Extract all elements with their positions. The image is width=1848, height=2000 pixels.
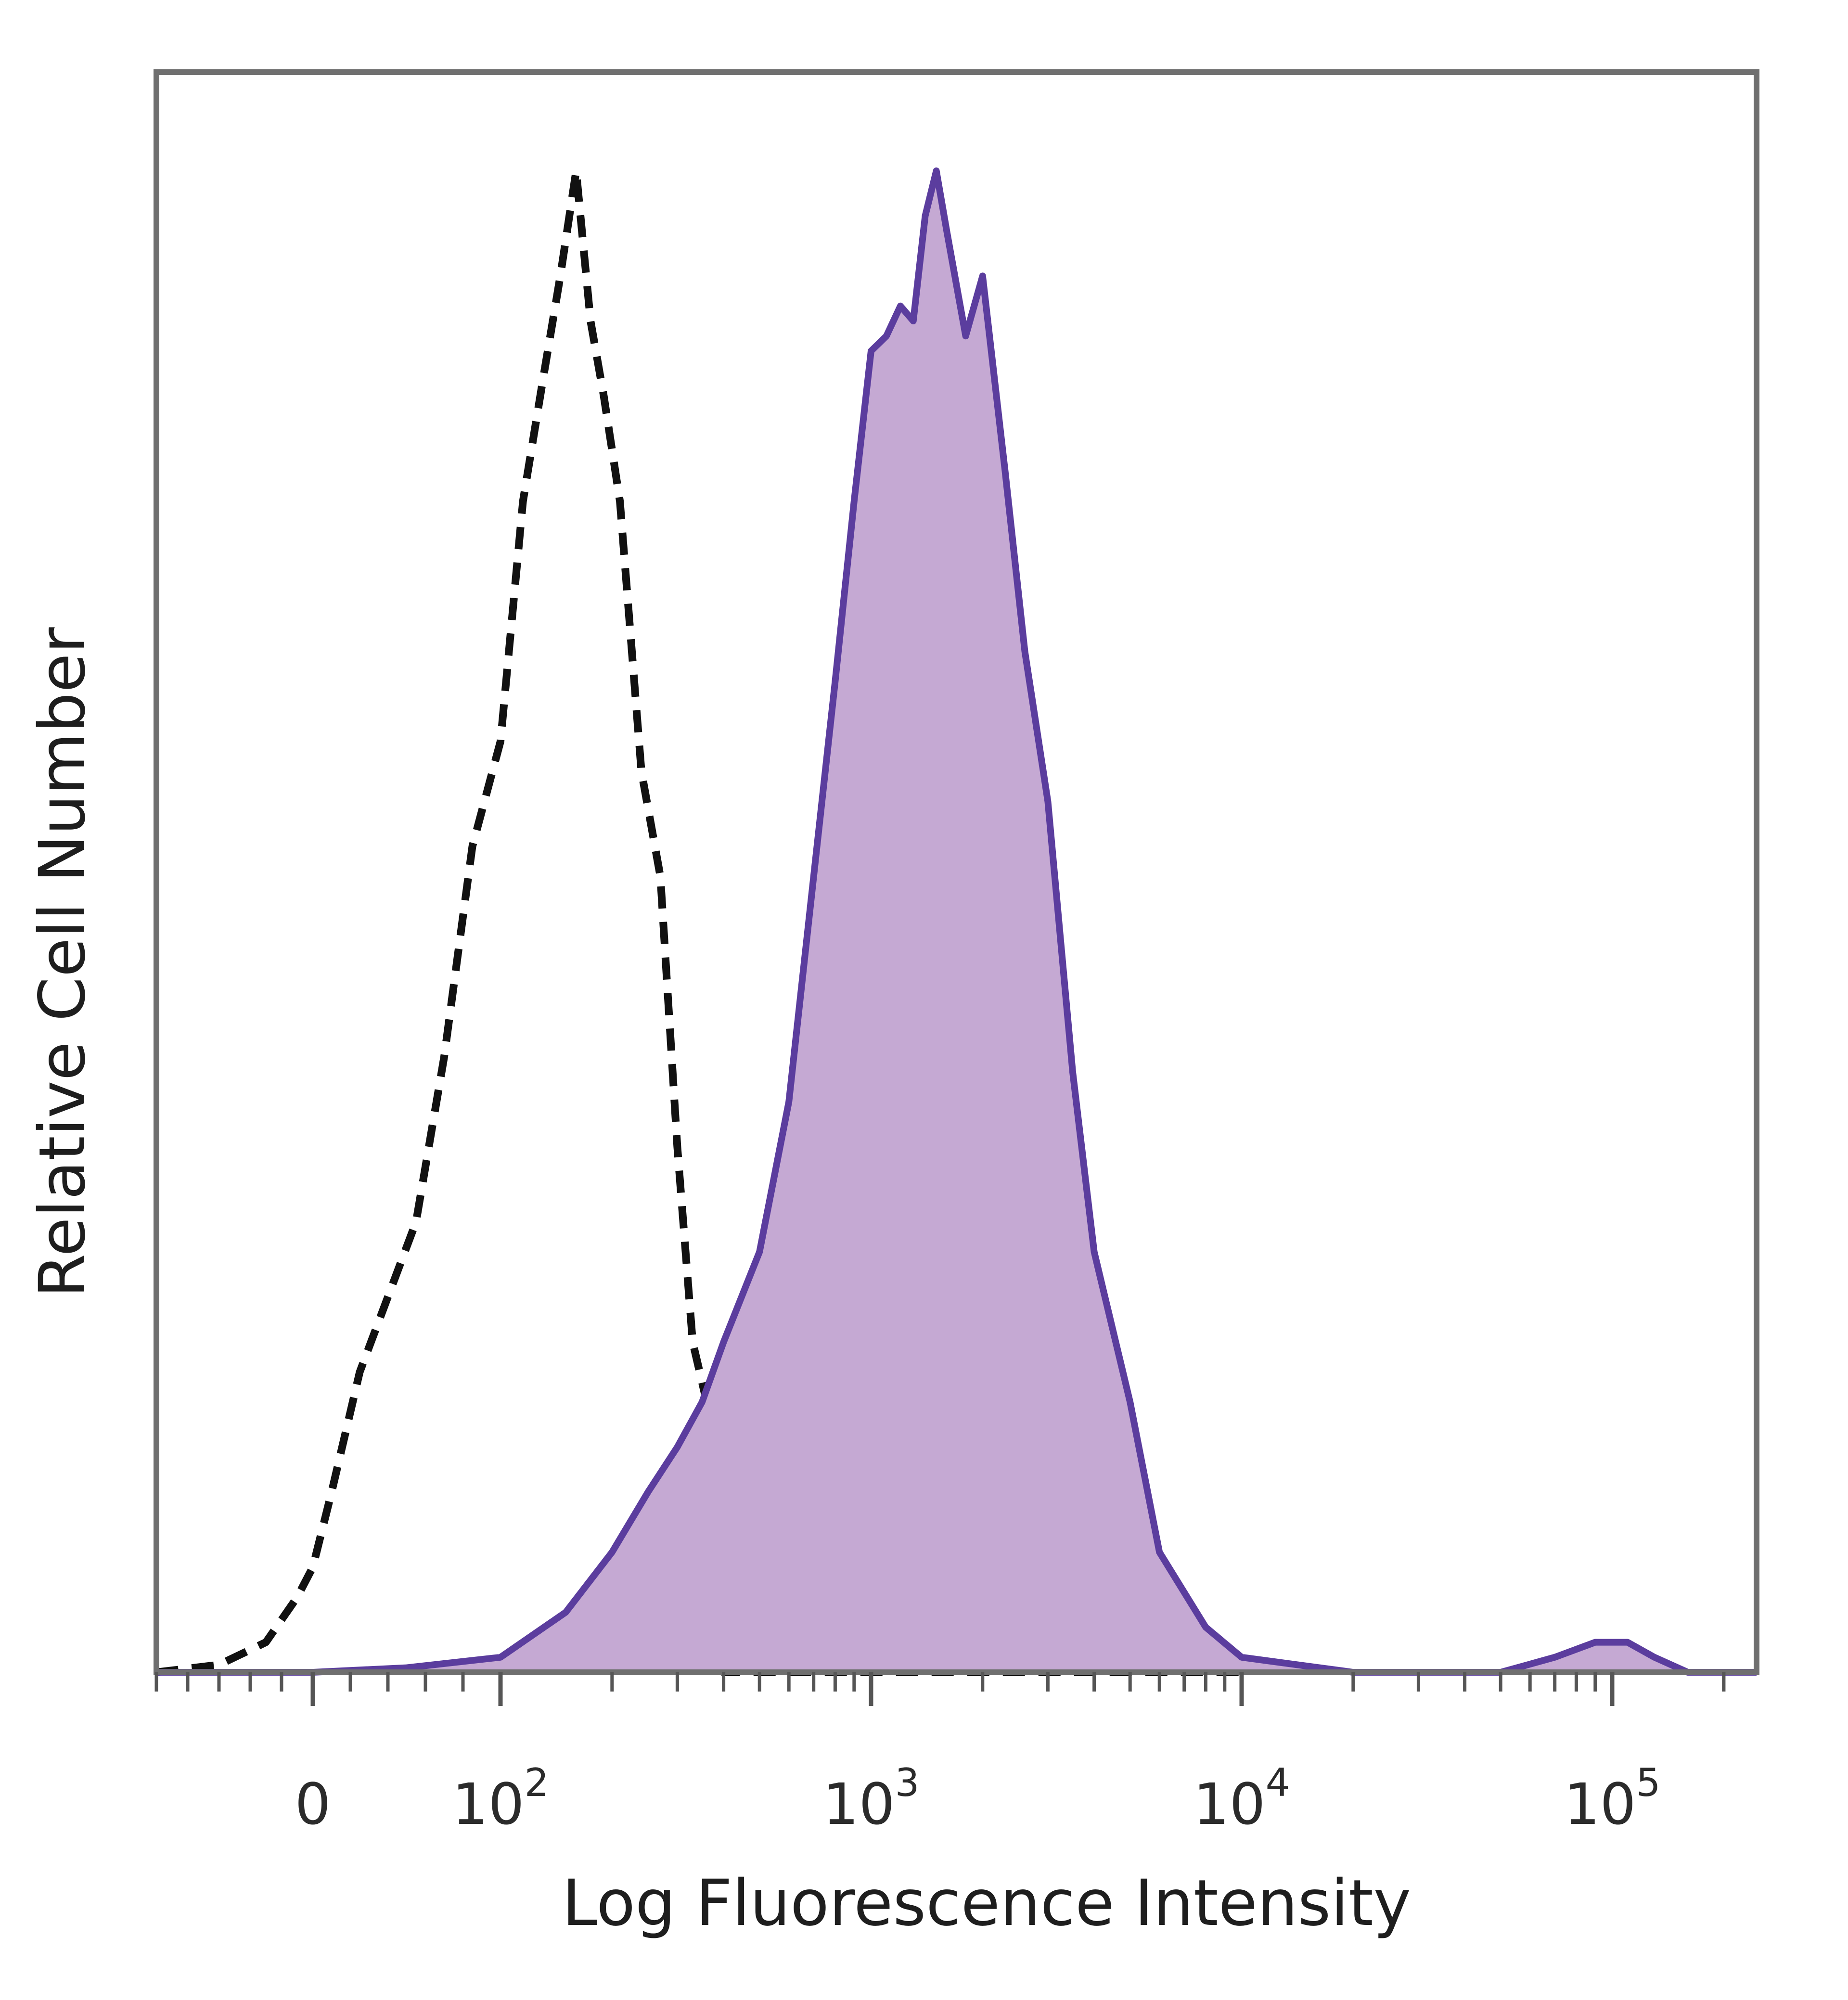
x-tick-label: 102 (452, 1760, 549, 1837)
y-axis-title: Relative Cell Number (26, 627, 100, 1298)
series-1-area (156, 171, 1757, 1672)
series-0-line (156, 167, 1242, 1676)
x-axis-title: Log Fluorescence Intensity (562, 1866, 1411, 1940)
plot-frame (154, 69, 1759, 1675)
x-axis-ticks (154, 1672, 1726, 1706)
x-tick-label: 0 (295, 1771, 331, 1837)
x-tick-label: 104 (1193, 1760, 1290, 1837)
x-axis-tick-labels: 0 102 103 104 105 (295, 1760, 1660, 1837)
x-tick-label: 105 (1564, 1760, 1660, 1837)
x-tick-label: 103 (822, 1760, 919, 1837)
